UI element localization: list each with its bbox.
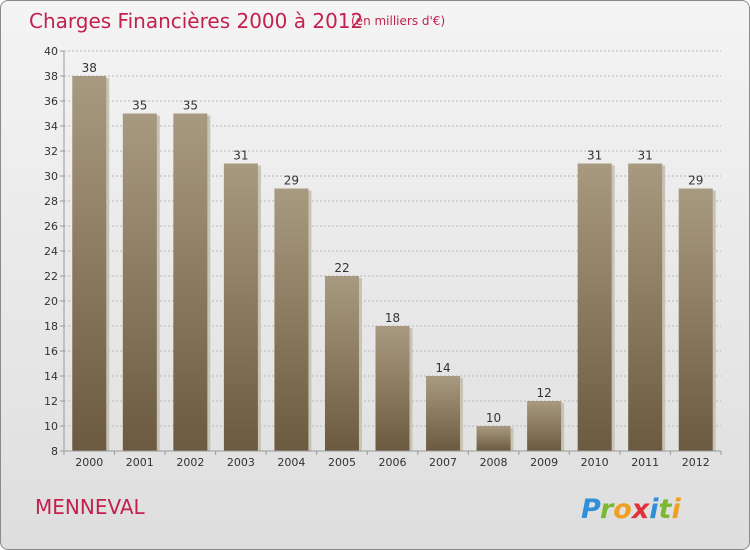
x-tick-label: 2011: [631, 456, 659, 469]
x-tick-label: 2009: [530, 456, 558, 469]
y-tick-label: 16: [44, 345, 58, 358]
x-tick-label: 2005: [328, 456, 356, 469]
data-labels: 38 35 35 31 29 22 18 14 10 12 31 31 29: [82, 61, 704, 425]
y-tick-label: 24: [44, 245, 58, 258]
y-tick-label: 40: [44, 45, 58, 58]
x-tick-label: 2012: [682, 456, 710, 469]
bar-2012: [678, 188, 713, 451]
bar-2001: [122, 113, 157, 451]
y-axis-ticks: 8 10 12 14 16 18 20 22 24 26 28 30 32 34 36 38 40: [44, 45, 64, 458]
y-tick-label: 8: [51, 445, 58, 458]
y-tick-label: 30: [44, 170, 58, 183]
bars: [72, 76, 716, 451]
bar-2000: [72, 76, 107, 451]
bar-2010: [577, 163, 612, 451]
y-tick-label: 38: [44, 70, 58, 83]
data-label: 29: [688, 174, 703, 188]
x-tick-label: 2001: [126, 456, 154, 469]
data-label: 12: [536, 386, 551, 400]
y-tick-label: 20: [44, 295, 58, 308]
y-tick-label: 36: [44, 95, 58, 108]
data-label: 31: [587, 149, 602, 163]
bar-2007: [426, 376, 461, 451]
y-tick-label: 14: [44, 370, 58, 383]
data-label: 29: [284, 174, 299, 188]
y-tick-label: 18: [44, 320, 58, 333]
x-tick-label: 2008: [480, 456, 508, 469]
data-label: 22: [334, 261, 349, 275]
logo-text: Proxiti: [581, 494, 681, 525]
bar-2005: [324, 276, 359, 451]
y-tick-label: 12: [44, 395, 58, 408]
y-tick-label: 34: [44, 120, 58, 133]
bar-2008: [476, 426, 511, 451]
data-label: 14: [435, 361, 450, 375]
chart-title: Charges Financières 2000 à 2012: [29, 9, 363, 33]
bar-2006: [375, 326, 410, 451]
commune-name: MENNEVAL: [35, 495, 146, 519]
x-tick-label: 2003: [227, 456, 255, 469]
y-tick-label: 28: [44, 195, 58, 208]
data-label: 10: [486, 411, 501, 425]
bar-2004: [274, 188, 309, 451]
y-tick-label: 32: [44, 145, 58, 158]
data-label: 35: [132, 99, 147, 113]
data-label: 31: [233, 149, 248, 163]
chart-subtitle: (en milliers d'€): [351, 14, 445, 28]
x-tick-label: 2006: [379, 456, 407, 469]
bar-2002: [173, 113, 208, 451]
data-label: 38: [82, 61, 97, 75]
data-label: 18: [385, 311, 400, 325]
x-tick-label: 2000: [75, 456, 103, 469]
x-tick-label: 2002: [176, 456, 204, 469]
data-label: 31: [638, 149, 653, 163]
proxiti-logo: Proxiti: [581, 494, 681, 525]
bar-2009: [527, 401, 562, 451]
data-label: 35: [183, 99, 198, 113]
x-tick-label: 2007: [429, 456, 457, 469]
y-tick-label: 22: [44, 270, 58, 283]
y-tick-label: 26: [44, 220, 58, 233]
bar-2003: [223, 163, 258, 451]
y-tick-label: 10: [44, 420, 58, 433]
x-tick-label: 2004: [277, 456, 305, 469]
x-tick-label: 2010: [581, 456, 609, 469]
x-axis-ticks: 2000 2001 2002 2003 2004 2005 2006 2007 2008 2009…: [63, 451, 722, 469]
bar-2011: [628, 163, 663, 451]
